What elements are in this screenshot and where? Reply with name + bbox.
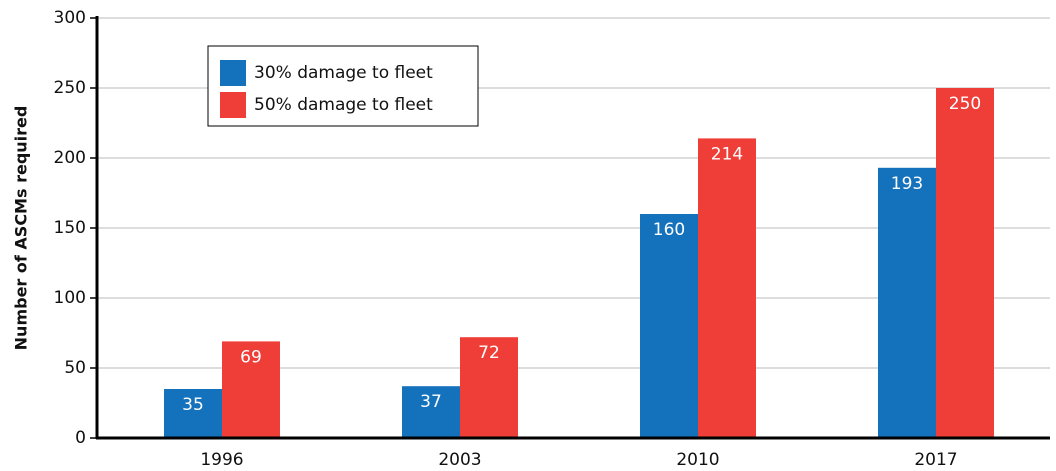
value-label: 69 [240, 347, 262, 367]
y-tick-label: 300 [54, 8, 86, 28]
bar [222, 341, 280, 438]
bar [936, 88, 994, 438]
x-tick-label: 2003 [438, 450, 481, 470]
y-tick-label: 50 [64, 358, 86, 378]
value-label: 160 [653, 220, 685, 240]
value-label: 37 [420, 392, 442, 412]
value-label: 193 [891, 174, 923, 194]
y-tick-label: 250 [54, 78, 86, 98]
bar [402, 386, 460, 438]
y-tick-label: 150 [54, 218, 86, 238]
x-tick-label: 2017 [914, 450, 957, 470]
value-label: 214 [711, 144, 743, 164]
value-label: 72 [478, 343, 500, 363]
value-label: 250 [949, 94, 981, 114]
bar [878, 167, 936, 439]
bar [698, 138, 756, 438]
y-tick-label: 200 [54, 148, 86, 168]
legend-box [207, 45, 479, 127]
legend-label: 30% damage to fleet [254, 63, 433, 83]
legend-swatch [220, 92, 246, 118]
x-tick-label: 1996 [200, 450, 243, 470]
bar [640, 214, 698, 438]
y-tick-label: 0 [75, 428, 86, 448]
legend-swatch [220, 60, 246, 86]
value-label: 35 [182, 395, 204, 415]
bar [164, 389, 222, 438]
bar [460, 337, 518, 438]
legend-label: 50% damage to fleet [254, 95, 433, 115]
x-tick-label: 2010 [676, 450, 719, 470]
y-axis-label: Number of ASCMs required [12, 106, 31, 351]
y-tick-label: 100 [54, 288, 86, 308]
